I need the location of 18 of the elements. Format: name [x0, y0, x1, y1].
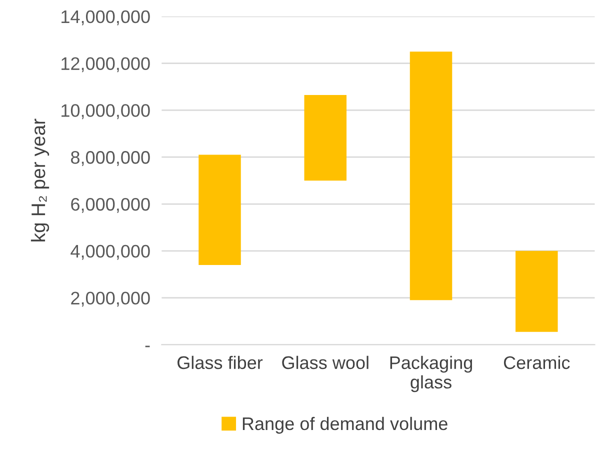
y-axis-title: kg H₂ per year	[30, 118, 50, 242]
bar	[410, 52, 452, 300]
y-tick-label: 14,000,000	[62, 10, 150, 26]
bar	[304, 94, 347, 181]
x-tick-label: Glass fiber	[178, 356, 263, 370]
x-tick-label: Ceramic	[504, 356, 570, 370]
y-tick-label: -	[145, 346, 150, 348]
y-tick-label: 4,000,000	[70, 244, 150, 260]
x-tick-label: Glass wool	[282, 356, 368, 370]
y-tick-label: 12,000,000	[62, 57, 150, 72]
y-tick-label: 6,000,000	[71, 198, 150, 213]
legend-label: Range of demand volume	[242, 416, 448, 434]
bar	[198, 154, 241, 265]
x-tick-label: Packaging glass	[390, 356, 472, 392]
y-tick-label: 10,000,000	[62, 104, 150, 120]
y-tick-label: 2,000,000	[71, 292, 150, 307]
y-tick-label: 8,000,000	[71, 151, 150, 166]
bar	[516, 250, 558, 332]
